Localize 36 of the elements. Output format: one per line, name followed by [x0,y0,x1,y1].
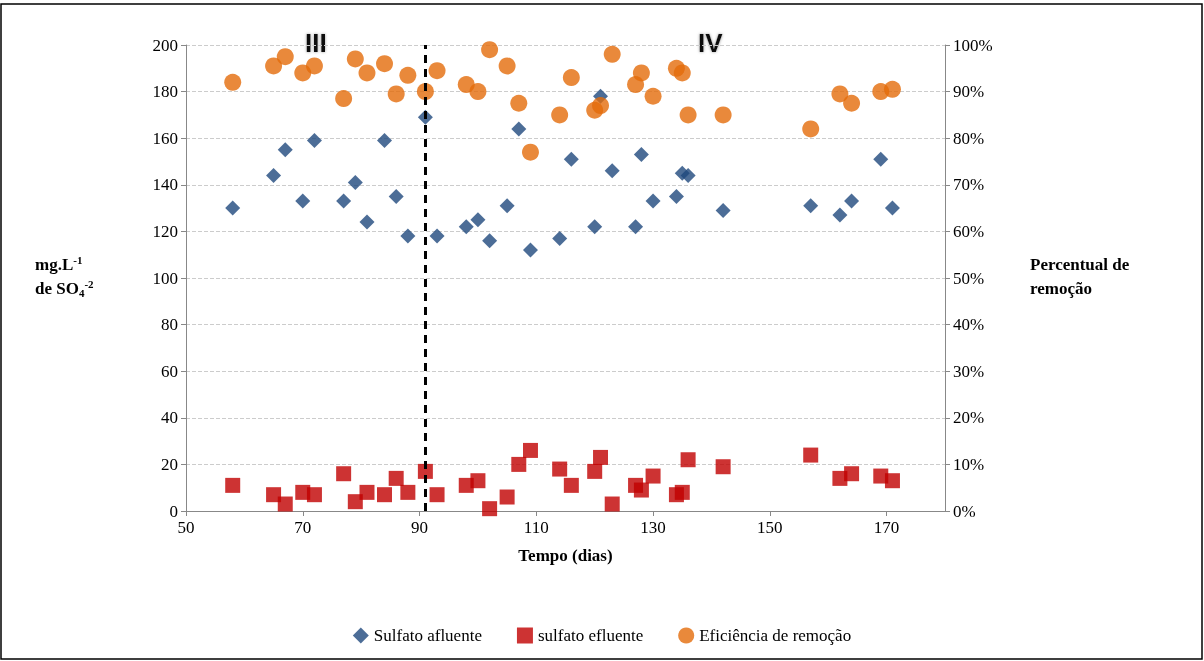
y2-tick-label: 90% [953,82,985,102]
x-tick-label: 170 [873,518,900,537]
annotation: III [305,28,327,58]
y2-tick-label: 70% [953,175,985,195]
x-tick-label: 50 [177,518,195,537]
x-tick-label: 130 [640,518,666,537]
y2-tick-label: 60% [953,221,985,241]
x-tick-label: 110 [523,518,549,537]
y2-tick-label: 0% [953,501,976,521]
x-axis-title: Tempo (dias) [518,546,613,565]
legend-label: Sulfato afluente [373,626,482,645]
y-tick-label: 180 [152,82,178,102]
annotation: IV [698,28,724,58]
x-tick-label: 90 [411,518,429,537]
y-tick-label: 20 [161,454,178,474]
y2-tick-label: 30% [953,361,985,381]
y2-axis-title: Percentual de remoção [1030,254,1130,298]
y2-tick-label: 20% [953,408,985,428]
y-tick-label: 120 [152,221,178,241]
legend-label: sulfato efluente [537,626,644,645]
y-tick-label: 140 [152,175,178,195]
y-tick-label: 80 [161,315,178,335]
y-tick-label: 0 [169,501,178,521]
y-tick-label: 100 [152,268,178,288]
y2-tick-label: 40% [953,315,985,335]
legend-label: Eficiência de remoção [699,626,852,645]
y2-tick-label: 80% [953,128,985,148]
y-tick-label: 200 [152,35,178,55]
x-tick-label: 150 [757,518,783,537]
y2-tick-label: 10% [953,454,985,474]
x-tick-label: 70 [294,518,312,537]
y2-tick-label: 50% [953,268,985,288]
y-tick-label: 60 [161,361,178,381]
y-tick-label: 160 [152,128,178,148]
y2-tick-label: 100% [953,35,993,55]
y-tick-label: 40 [161,408,178,428]
